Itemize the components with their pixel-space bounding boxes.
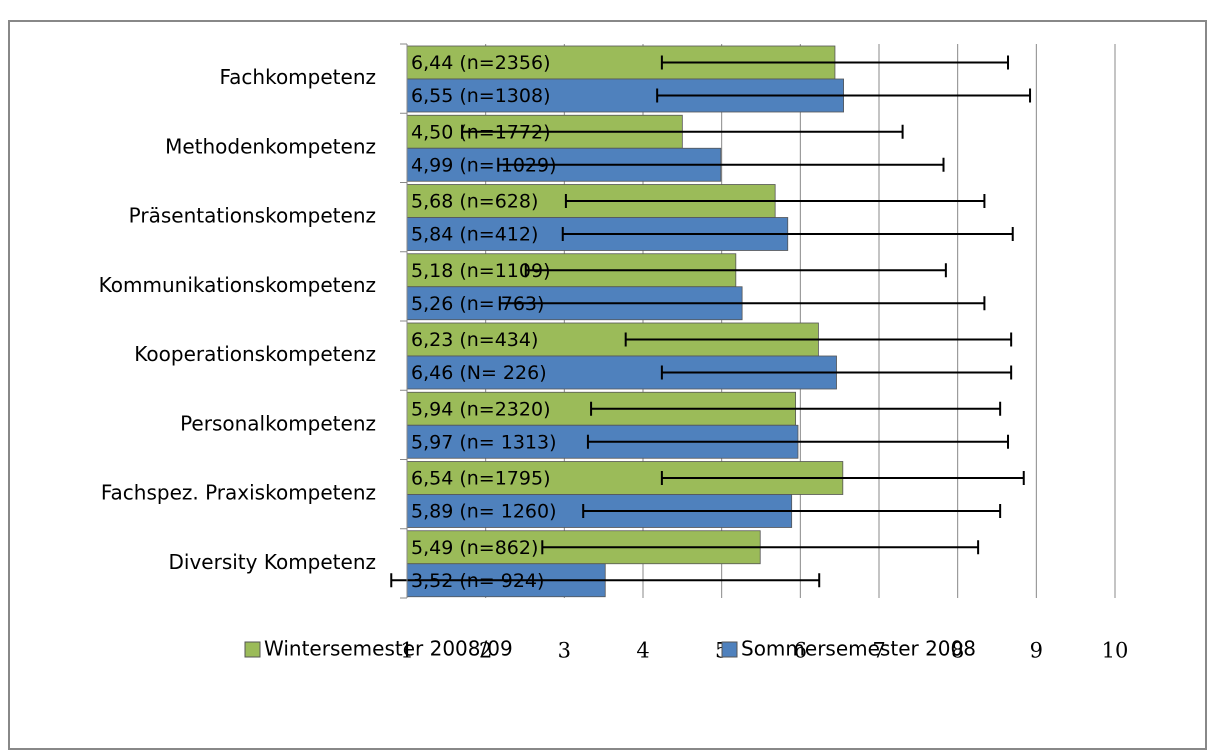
- error-bar: [586, 434, 1010, 449]
- bar-label: 5,89 (n= 1260): [411, 501, 557, 523]
- legend-swatch: [721, 641, 738, 658]
- x-tick-label: 1: [400, 639, 413, 663]
- bar-label: 5,18 (n=1109): [411, 260, 551, 282]
- x-tick-label: 3: [558, 639, 571, 663]
- bar-label: 6,54 (n=1795): [411, 468, 551, 490]
- x-tick-label: 7: [872, 639, 885, 663]
- y-tick-label: Diversity Kompetenz: [169, 550, 377, 574]
- x-tick-label: 4: [636, 639, 649, 663]
- error-bar: [498, 296, 986, 311]
- bar-label: 5,26 (n= 763): [411, 293, 544, 315]
- y-tick-label: Fachspez. Praxiskompetenz: [101, 481, 376, 505]
- y-tick-label: Kooperationskompetenz: [134, 342, 376, 366]
- error-bar: [660, 55, 1010, 70]
- error-bar: [660, 365, 1013, 380]
- error-bar: [541, 540, 980, 555]
- error-bar: [590, 401, 1002, 416]
- error-bar: [461, 124, 904, 139]
- error-bar: [564, 194, 986, 208]
- error-bar: [582, 504, 1002, 518]
- error-bar: [624, 332, 1013, 347]
- bar-label: 5,97 (n= 1313): [411, 431, 557, 453]
- x-tick-label: 6: [794, 639, 807, 663]
- y-tick-label: Kommunikationskompetenz: [99, 273, 376, 297]
- bar-label: 4,99 (n= 1029): [411, 154, 557, 176]
- error-bar: [561, 227, 1014, 241]
- error-bar: [660, 471, 1025, 485]
- error-bar: [656, 88, 1032, 103]
- bar-label: 6,46 (N= 226): [411, 362, 547, 384]
- error-bar: [524, 263, 947, 278]
- y-tick-label: Methodenkompetenz: [165, 134, 376, 158]
- bar-label: 5,84 (n=412): [411, 224, 538, 246]
- legend-label: Sommersemester 2008: [741, 637, 976, 661]
- error-bar: [390, 573, 821, 588]
- y-tick-label: Personalkompetenz: [180, 411, 376, 435]
- bar-label: 5,49 (n=862): [411, 537, 538, 559]
- bar-label: 6,55 (n=1308): [411, 85, 551, 107]
- bar-label: 6,23 (n=434): [411, 329, 538, 351]
- x-tick-label: 8: [951, 639, 964, 663]
- x-tick-label: 10: [1102, 639, 1129, 663]
- x-tick-label: 9: [1030, 639, 1043, 663]
- x-tick-label: 2: [479, 639, 492, 663]
- bar-label: 5,94 (n=2320): [411, 398, 551, 420]
- bar-label: 6,44 (n=2356): [411, 52, 551, 74]
- bar-label: 5,68 (n=628): [411, 191, 538, 213]
- legend-label: Wintersemester 2008/09: [264, 637, 513, 661]
- y-tick-label: Präsentationskompetenz: [129, 204, 376, 228]
- error-bar: [497, 157, 945, 172]
- legend-swatch: [244, 641, 261, 658]
- y-tick-label: Fachkompetenz: [219, 65, 376, 89]
